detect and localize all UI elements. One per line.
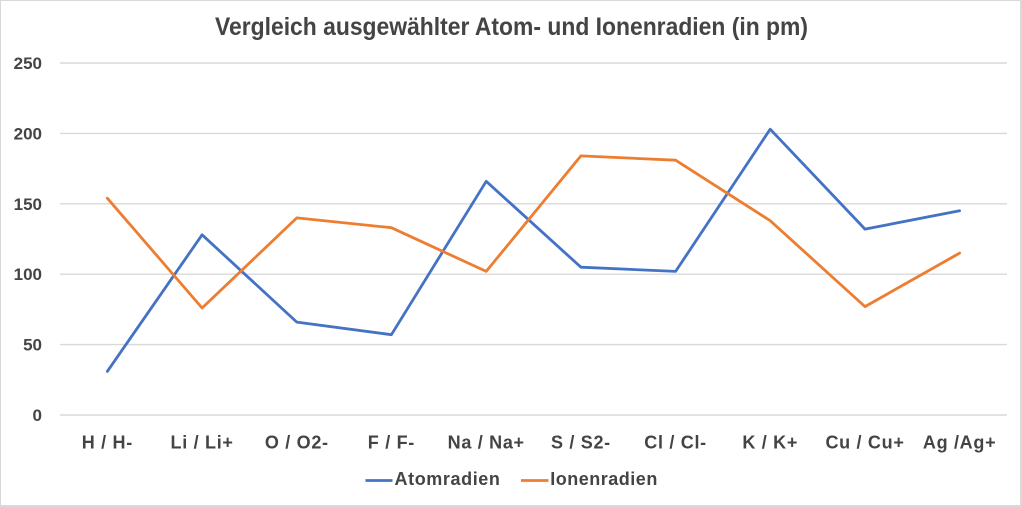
svg-text:S / S2-: S / S2- [551,433,611,453]
svg-text:150: 150 [14,195,42,214]
svg-text:0: 0 [33,406,42,425]
svg-text:50: 50 [23,336,42,355]
svg-text:200: 200 [14,124,42,143]
svg-text:Atomradien: Atomradien [395,469,501,489]
svg-text:Vergleich ausgewählter Atom- u: Vergleich ausgewählter Atom- und Ionenra… [215,13,808,41]
svg-text:Na / Na+: Na / Na+ [448,433,525,453]
svg-text:Cu / Cu+: Cu / Cu+ [825,433,904,453]
svg-text:F / F-: F / F- [368,433,415,453]
svg-text:250: 250 [14,54,42,73]
svg-text:Li / Li+: Li / Li+ [171,433,234,453]
svg-text:K / K+: K / K+ [742,433,798,453]
svg-text:Ag /Ag+: Ag /Ag+ [923,433,996,453]
svg-text:H / H-: H / H- [82,433,133,453]
svg-text:Ionenradien: Ionenradien [550,469,658,489]
svg-text:100: 100 [14,265,42,284]
svg-text:O / O2-: O / O2- [265,433,329,453]
svg-text:Cl / Cl-: Cl / Cl- [644,433,707,453]
